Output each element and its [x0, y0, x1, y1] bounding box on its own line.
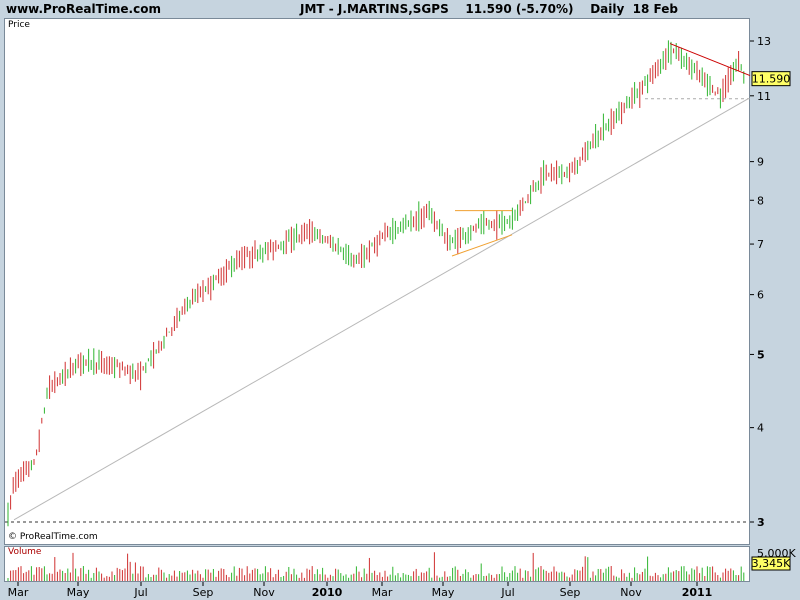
x-tick-label-5: 2010 — [312, 586, 343, 599]
x-tick-label-1: May — [67, 586, 90, 599]
x-tick-label-10: Nov — [620, 586, 642, 599]
y-tick-label-4: 7 — [757, 238, 764, 251]
price-panel[interactable]: Price © ProRealTime.com — [4, 18, 750, 545]
x-tick-label-11: 2011 — [682, 586, 713, 599]
last-price-badge — [751, 71, 791, 87]
x-tick-label-8: Jul — [500, 586, 514, 599]
y-tick-label-3: 6 — [757, 289, 764, 302]
x-tick-label-4: Nov — [253, 586, 275, 599]
volume-last-badge — [751, 556, 791, 571]
volume-last-badge-label: 3,345K — [752, 557, 791, 570]
y-tick-label-6: 9 — [757, 156, 764, 169]
x-tick-label-6: Mar — [372, 586, 393, 599]
x-tick-label-3: Sep — [193, 586, 214, 599]
price-panel-label: Price — [8, 20, 30, 30]
y-tick-label-0: 3 — [757, 516, 765, 529]
copyright-text: © ProRealTime.com — [8, 532, 98, 542]
x-tick-label-2: Jul — [133, 586, 147, 599]
resistance-line — [669, 43, 751, 77]
instrument-title: JMT - J.MARTINS,SGPS 11.590 (-5.70%) Dai… — [300, 2, 678, 16]
y-tick-label-8: 13 — [757, 35, 771, 48]
y-tick-label-2: 5 — [757, 348, 765, 361]
y-tick-label-5: 8 — [757, 194, 764, 207]
volume-panel[interactable]: Volume — [4, 546, 750, 582]
last-price-badge-label: 11.590 — [752, 73, 791, 86]
chart-header: www.ProRealTime.com JMT - J.MARTINS,SGPS… — [0, 0, 800, 18]
x-tick-label-7: May — [432, 586, 455, 599]
x-tick-label-0: Mar — [8, 586, 29, 599]
triangle-bottom-line — [451, 234, 513, 257]
volume-panel-label: Volume — [8, 547, 42, 557]
y-tick-label-7: 11 — [757, 90, 771, 103]
site-name: www.ProRealTime.com — [6, 2, 161, 16]
x-tick-label-9: Sep — [560, 586, 581, 599]
y-tick-label-1: 4 — [757, 422, 764, 435]
long-term-trendline — [13, 98, 749, 521]
